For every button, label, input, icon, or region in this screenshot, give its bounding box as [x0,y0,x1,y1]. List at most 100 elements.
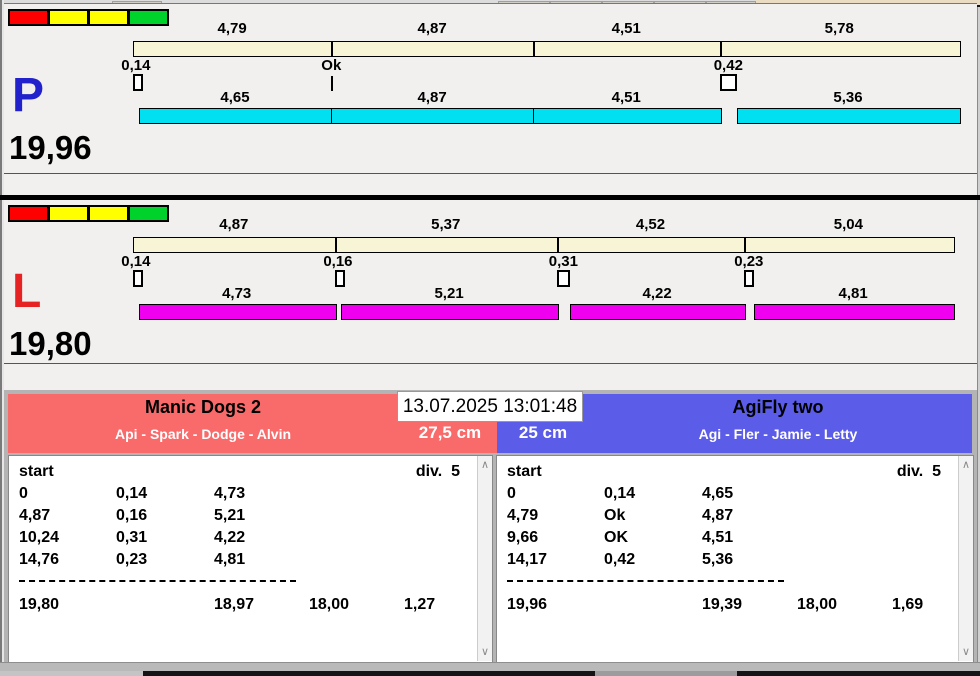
team-dog-list: Agi - Fler - Jamie - Letty [698,426,858,442]
totals-separator [507,580,784,582]
crossover-label: 0,14 [121,253,151,270]
crossover-marker-box [334,270,345,287]
dog-time-label: 4,65 [220,89,250,106]
split-time-label: 5,37 [431,216,461,233]
scroll-up-icon[interactable]: ∧ [961,459,971,471]
run-row-cell: 4,22 [214,529,246,546]
results-table-left: start div. 5 ∧ ∨ 0 0,14 4,73 4,87 0,16 5,21 10… [8,455,493,664]
split-bar [133,41,962,57]
total-cell: 19,80 [19,596,60,613]
crossover-marker-box [719,74,737,91]
lane-letter: P [12,69,45,122]
lane-divider [0,195,980,200]
table-scrollbar[interactable]: ∧ ∨ [477,456,492,661]
split-time-label: 5,78 [824,20,854,37]
split-time-label: 4,87 [219,216,249,233]
split-time-label: 4,87 [417,20,447,37]
run-row-cell: 9,66 [507,529,539,546]
run-row-cell: Ok [604,507,626,524]
split-bar [133,237,955,253]
traffic-light [88,9,129,26]
dog-time-label: 4,73 [222,285,252,302]
run-row-cell: 0,31 [116,529,148,546]
crossover-marker-tick [331,76,334,91]
traffic-light [48,205,89,222]
lane-total-time: 19,96 [9,129,92,166]
split-bar-tick [744,237,747,253]
run-row-cell: 0 [19,485,28,502]
run-row-cell: 4,87 [702,507,734,524]
crossover-marker-box [133,270,143,287]
split-time-label: 5,04 [833,216,863,233]
total-cell: 18,97 [214,596,255,613]
run-bar-segment [737,108,961,124]
results-table-right: start div. 5 ∧ ∨ 0 0,14 4,65 4,79 Ok 4,87 9,66… [496,455,974,664]
crossover-label: 0,14 [121,57,151,74]
team-dog-list: Api - Spark - Dodge - Alvin [114,426,292,442]
split-bar-tick [719,41,722,57]
bottom-bar-segment [595,671,737,676]
crossover-label: 0,31 [548,253,578,270]
split-bar-tick [556,237,559,253]
traffic-light [128,205,169,222]
division-label: div. 5 [415,463,460,480]
run-bar-segment [532,108,722,124]
scroll-down-icon[interactable]: ∨ [480,646,490,658]
run-bar-segment [569,304,747,320]
start-column-label: start [19,463,54,480]
split-time-label: 4,52 [635,216,666,233]
run-row-cell: 4,65 [702,485,734,502]
traffic-light [8,205,49,222]
bottom-gray-bar [0,662,980,672]
split-bar-tick [334,237,337,253]
run-row-cell: 0 [507,485,516,502]
run-bar-segment [753,304,955,320]
dog-time-label: 4,81 [838,285,868,302]
division-label: div. 5 [896,463,941,480]
height-class-badge: 27,5 cm [418,423,482,442]
window-border-left [0,0,2,676]
split-bar-tick [532,41,535,57]
team-name: AgiFly two [732,397,824,417]
run-row-cell: 5,21 [214,507,246,524]
lane-letter: L [12,265,42,318]
crossover-label: Ok [321,57,342,74]
crossover-marker-box [556,270,570,287]
run-row-cell: 5,36 [702,551,734,568]
crossover-label: 0,23 [734,253,764,270]
run-row-cell: 0,23 [116,551,148,568]
traffic-light [8,9,49,26]
lane-panel-l: 4,87 0,14 4,73 5,37 0,16 5,21 4,52 0,31 4,22 5,04… [4,200,977,364]
scroll-up-icon[interactable]: ∧ [480,459,490,471]
total-cell: 1,69 [892,596,924,613]
crossover-label: 0,42 [713,57,743,74]
run-row-cell: 14,76 [19,551,60,568]
run-row-cell: 0,14 [116,485,148,502]
traffic-light [48,9,89,26]
split-time-label: 4,79 [217,20,247,37]
run-row-cell: 4,87 [19,507,51,524]
dog-time-label: 4,22 [642,285,672,302]
crossover-label: 0,16 [323,253,353,270]
scroll-down-icon[interactable]: ∨ [961,646,971,658]
dog-time-label: 4,51 [611,89,641,106]
total-cell: 18,00 [309,596,350,613]
start-column-label: start [507,463,542,480]
height-class-badge: 25 cm [518,423,568,442]
window-border-right [977,0,980,676]
window-border-left-inner [2,0,4,676]
run-row-cell: 14,17 [507,551,548,568]
total-cell: 19,39 [702,596,743,613]
run-row-cell: 0,16 [116,507,148,524]
totals-separator [19,580,296,582]
total-cell: 18,00 [797,596,838,613]
run-bar-segment [341,304,559,320]
table-scrollbar[interactable]: ∧ ∨ [958,456,973,661]
run-bar-segment [138,108,334,124]
run-row-cell: 4,79 [507,507,539,524]
crossover-marker-box [133,74,143,91]
run-row-cell: 4,51 [702,529,734,546]
run-row-cell: 4,81 [214,551,246,568]
team-name: Manic Dogs 2 [144,397,262,417]
